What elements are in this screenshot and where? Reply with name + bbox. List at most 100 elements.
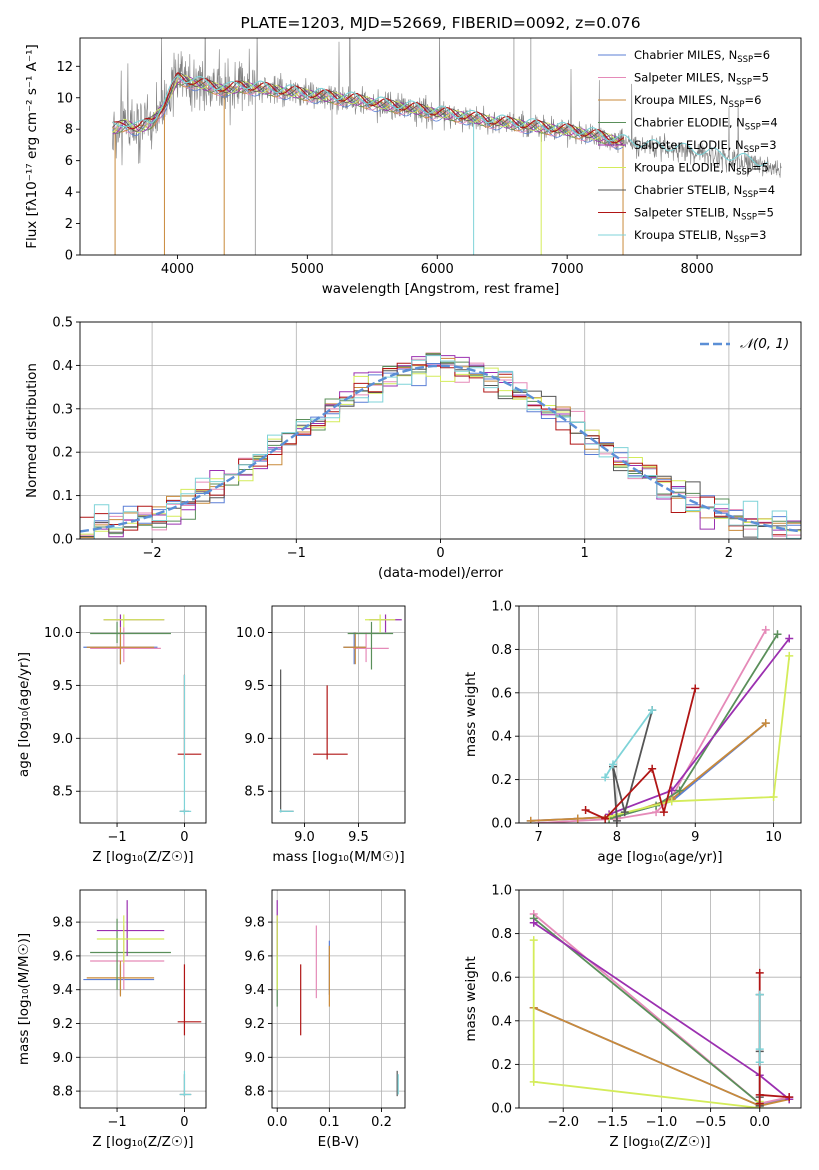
point-salpeter-elodie [785, 634, 794, 643]
point-salpeter-stelib [755, 1090, 764, 1099]
y-tick-label: 0.0 [491, 1102, 512, 1117]
y-tick-label: 1.0 [491, 600, 512, 615]
x-tick-label: 9.5 [348, 830, 369, 845]
point-kroupa-elodie [785, 651, 794, 660]
legend-series-name: Salpeter STELIB, N [634, 206, 741, 220]
point-salpeter-stelib [785, 1093, 794, 1102]
x-tick-label: 2 [725, 546, 733, 561]
age-vs-mass-plot: 9.0 9.5 8.5 9.0 9.5 10.0 mass [log₁₀(M/M☉)] [236, 605, 406, 865]
y-axis-label: mass [log₁₀(M/M☉)] [16, 933, 32, 1065]
legend-entry: Kroupa MILES, NSSP=6 [634, 93, 761, 110]
line-chabrier-elodie [608, 633, 779, 820]
errorbar-group [276, 900, 399, 1097]
legend-nssp-value: =5 [752, 71, 769, 85]
mass-weight-vs-metallicity-plot: −2.0 −1.5 −1.0 −0.5 0.0 0.0 0.2 0.4 0.6 0.8 1.0 Z [… [463, 884, 802, 1150]
legend-series-name: Chabrier STELIB, N [634, 183, 742, 197]
x-tick-label: −1 [107, 1115, 126, 1130]
point-chabrier-elodie [773, 630, 782, 639]
y-tick-label: 9.0 [52, 732, 73, 747]
legend-series-name: Salpeter ELODIE, N [634, 138, 744, 152]
y-tick-label: 8.5 [244, 785, 265, 800]
x-tick-label: 6000 [421, 262, 454, 277]
point-salpeter-stelib [659, 808, 668, 817]
x-tick-label: 0.2 [371, 1115, 392, 1130]
legend-series-name: Salpeter MILES, N [634, 71, 736, 85]
y-tick-label: 8.5 [52, 785, 73, 800]
y-tick-label: 9.2 [52, 1017, 73, 1032]
x-tick-label: 0 [180, 830, 188, 845]
x-axis-label: Z [log₁₀(Z/Z☉)] [92, 1134, 193, 1150]
y-tick-label: 9.4 [244, 983, 265, 998]
errorbar-group [83, 900, 202, 1097]
x-axis-label: Z [log₁₀(Z/Z☉)] [609, 1134, 710, 1150]
model-fit-chabrier-miles [112, 77, 625, 150]
y-tick-label: 12 [56, 60, 73, 75]
legend-series-name: Kroupa ELODIE, N [634, 161, 736, 175]
model-fit-salpeter-miles [112, 77, 624, 148]
residual-histogram: −2 −1 0 1 2 0.0 0.1 0.2 0.3 0.4 0.5 (data-model)/er… [24, 316, 802, 581]
x-tick-label: 7 [534, 830, 542, 845]
point-kroupa-elodie [529, 1077, 538, 1086]
axes-frame [79, 321, 802, 540]
age-vs-metallicity-plot: −1 0 8.5 9.0 9.5 10.0 Z [log₁₀(Z/Z☉)] age [log₁… [16, 605, 207, 865]
legend-subscript: SSP [729, 100, 745, 110]
x-tick-label: −1 [287, 546, 306, 561]
y-tick-label: 9.5 [244, 679, 265, 694]
point-salpeter-miles [761, 625, 770, 634]
legend-entry: Salpeter MILES, NSSP=5 [634, 71, 769, 88]
legend-subscript: SSP [742, 190, 758, 200]
point-kroupa-miles [761, 719, 770, 728]
axes-frame [79, 605, 207, 824]
x-axis-label: wavelength [Angstrom, rest frame] [322, 281, 560, 297]
point-kroupa-stelib [648, 706, 657, 715]
x-tick-label: 0.1 [319, 1115, 340, 1130]
point-kroupa-stelib [755, 990, 764, 999]
y-tick-label: 0.2 [491, 1058, 512, 1073]
axes-frame [79, 889, 207, 1109]
x-tick-label: −0.5 [695, 1115, 727, 1130]
legend-nssp-value: =5 [752, 161, 769, 175]
legend-entry: 𝒩(0, 1) [740, 336, 789, 352]
data-spectrum-group [112, 38, 782, 255]
y-tick-label: 0.8 [491, 643, 512, 658]
y-tick-label: 9.5 [52, 679, 73, 694]
x-axis-label: mass [log₁₀(M/M☉)] [272, 849, 404, 865]
series-group [529, 909, 794, 1108]
y-tick-label: 0.4 [491, 1014, 512, 1029]
legend-entry: Chabrier ELODIE, NSSP=4 [634, 116, 778, 133]
x-tick-label: 5000 [291, 262, 324, 277]
legend-subscript: SSP [734, 235, 750, 245]
y-tick-label: 8.8 [52, 1085, 73, 1100]
legend-subscript: SSP [736, 78, 752, 88]
y-tick-label: 0.6 [491, 971, 512, 986]
x-tick-label: 7000 [551, 262, 584, 277]
axes-frame [518, 889, 802, 1109]
y-tick-label: 0.3 [52, 402, 73, 417]
model-fit-kroupa-stelib [112, 75, 768, 167]
y-tick-label: 10.0 [236, 626, 265, 641]
y-tick-label: 9.6 [52, 949, 73, 964]
point-kroupa-elodie [769, 792, 778, 801]
x-tick-label: −1.0 [646, 1115, 678, 1130]
legend-entry: Salpeter STELIB, NSSP=5 [634, 206, 774, 223]
y-tick-label: 10 [56, 91, 73, 106]
y-axis-label: mass weight [463, 672, 479, 757]
chart-title: PLATE=1203, MJD=52669, FIBERID=0092, z=0… [240, 14, 640, 32]
point-salpeter-stelib [581, 805, 590, 814]
y-tick-label: 0 [65, 249, 73, 264]
point-salpeter-stelib [601, 814, 610, 823]
y-tick-label: 9.8 [52, 916, 73, 931]
y-tick-label: 9.2 [244, 1017, 265, 1032]
y-tick-label: 9.6 [244, 949, 265, 964]
point-chabrier-elodie [675, 786, 684, 795]
y-tick-label: 0.6 [491, 686, 512, 701]
y-tick-label: 2 [65, 217, 73, 232]
legend-entry: Chabrier STELIB, NSSP=4 [634, 183, 775, 200]
line-kroupa-elodie [532, 940, 761, 1108]
y-tick-label: 4 [65, 186, 73, 201]
legend-nssp-value: =6 [744, 93, 761, 107]
y-axis-label: age [log₁₀(age/yr)] [16, 652, 32, 777]
y-tick-label: 8 [65, 123, 73, 138]
y-tick-label: 1.0 [491, 884, 512, 899]
